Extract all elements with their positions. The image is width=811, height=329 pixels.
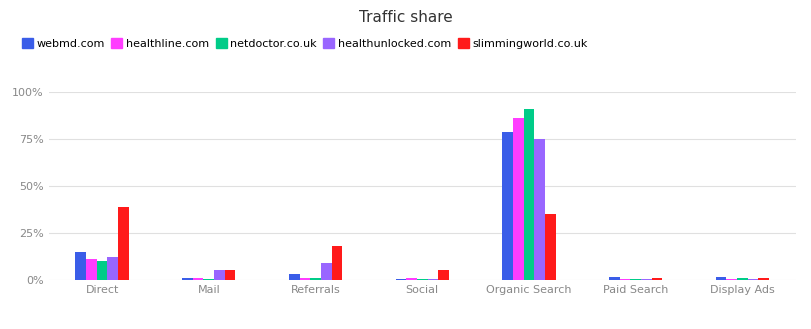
Bar — [757, 278, 768, 280]
Bar — [192, 278, 204, 280]
Bar — [225, 270, 235, 280]
Bar — [502, 132, 513, 280]
Bar — [107, 257, 118, 280]
Bar — [747, 279, 757, 280]
Text: Traffic share: Traffic share — [358, 10, 453, 25]
Bar — [204, 279, 214, 280]
Bar — [427, 279, 438, 280]
Bar — [395, 279, 406, 280]
Bar — [726, 279, 736, 280]
Bar — [182, 278, 192, 280]
Bar — [523, 109, 534, 280]
Bar — [406, 278, 416, 280]
Bar — [534, 139, 544, 280]
Bar — [331, 246, 341, 280]
Bar — [513, 118, 523, 280]
Bar — [736, 278, 747, 280]
Bar — [640, 279, 651, 280]
Bar — [320, 263, 331, 280]
Bar — [544, 214, 555, 280]
Bar — [118, 207, 129, 280]
Bar — [416, 279, 427, 280]
Bar — [75, 251, 86, 280]
Bar — [629, 279, 640, 280]
Bar — [608, 277, 619, 280]
Bar — [299, 278, 310, 280]
Bar — [438, 270, 448, 280]
Bar — [289, 274, 299, 280]
Bar — [97, 261, 107, 280]
Bar — [619, 279, 629, 280]
Legend: webmd.com, healthline.com, netdoctor.co.uk, healthunlocked.com, slimmingworld.co: webmd.com, healthline.com, netdoctor.co.… — [22, 38, 586, 49]
Bar — [214, 270, 225, 280]
Bar — [310, 278, 320, 280]
Bar — [651, 278, 662, 280]
Bar — [86, 259, 97, 280]
Bar — [714, 277, 726, 280]
